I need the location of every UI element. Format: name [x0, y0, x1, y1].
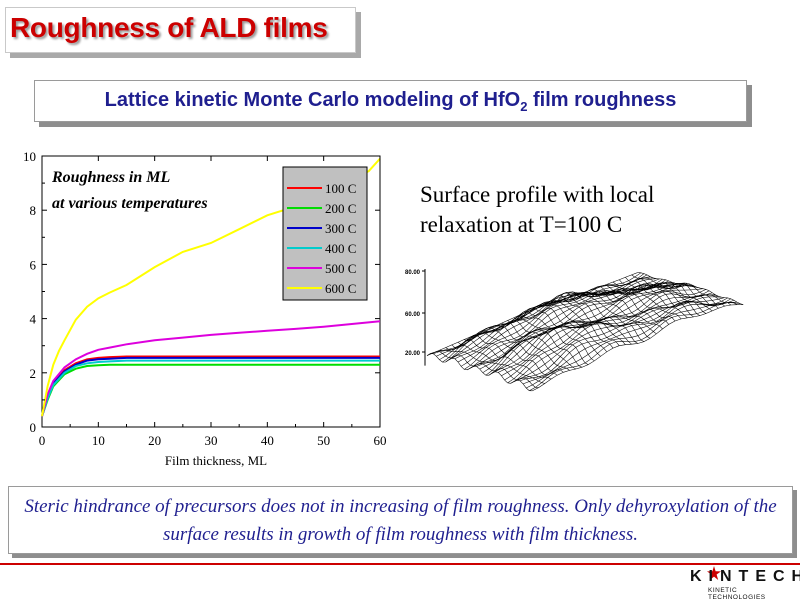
subtitle-suffix: film roughness [527, 89, 677, 111]
x-tick-label: 20 [148, 433, 161, 448]
kintech-logo: KINTECH KINETIC TECHNOLOGIES [690, 566, 800, 601]
mesh-line [510, 296, 722, 384]
series-line-4 [41, 359, 380, 417]
x-tick-label: 60 [374, 433, 387, 448]
chart-legend: 100 C 200 C 300 C 400 C 500 C 600 C [282, 166, 368, 301]
logo-star-icon [707, 566, 721, 580]
conclusion-box: Steric hindrance of precursors does not … [8, 486, 793, 554]
series-layer [41, 158, 381, 417]
roughness-chart: 0 10 20 30 40 50 60 0 2 4 6 8 10 Roughness in ML at … [23, 149, 387, 468]
subtitle-prefix: Lattice kinetic Monte Carlo modeling of … [104, 89, 521, 111]
legend-label-6: 600 C [325, 281, 356, 296]
x-axis-label: Film thickness, ML [165, 453, 267, 468]
mesh-line [504, 294, 716, 381]
z-tick-20: 20.00 [405, 351, 421, 357]
legend-box [282, 166, 368, 301]
mesh-line [519, 298, 731, 382]
mesh-line [495, 289, 707, 373]
surface-axes [422, 269, 426, 366]
mesh-line [600, 283, 707, 314]
surface-profile-plot: 80.00 60.00 20.00 [405, 269, 744, 392]
subtitle-text: Lattice kinetic Monte Carlo modeling of … [105, 89, 677, 114]
mesh-line [513, 297, 725, 382]
y-tick-label: 4 [30, 312, 37, 327]
x-tick-label: 0 [39, 433, 46, 448]
mesh-line [426, 353, 533, 392]
mesh-line [451, 278, 663, 359]
x-tick-label: 30 [205, 433, 218, 448]
subtitle-box: Lattice kinetic Monte Carlo modeling of … [34, 80, 747, 122]
slide-title-box: Roughness of ALD films [5, 7, 356, 53]
mesh-line [526, 301, 738, 389]
x-tick-label: 50 [317, 433, 330, 448]
annotation-line2: at various temperatures [52, 195, 208, 212]
mesh-line [498, 290, 710, 373]
mesh-line [637, 272, 744, 305]
surface-mesh [426, 272, 744, 392]
legend-label-5: 500 C [325, 261, 356, 276]
y-tick-label: 8 [30, 203, 37, 218]
annotation-line1: Roughness in ML [51, 169, 170, 186]
y-tick-label: 10 [23, 149, 36, 164]
series-line-5 [41, 320, 381, 417]
legend-label-2: 200 C [325, 201, 356, 216]
mesh-line [460, 282, 672, 367]
z-tick-80: 80.00 [405, 270, 421, 276]
logo-tagline: KINETIC TECHNOLOGIES [708, 587, 766, 601]
mesh-line [448, 278, 660, 361]
mesh-line [523, 300, 734, 385]
legend-label-4: 400 C [325, 241, 356, 256]
mesh-line [485, 283, 697, 376]
surface-profile-caption: Surface profile with local relaxation at… [420, 182, 655, 237]
mesh-line [433, 351, 539, 388]
tick-layer: 0 10 20 30 40 50 60 0 2 4 6 8 10 [23, 149, 387, 448]
z-tick-60: 60.00 [405, 312, 421, 318]
mesh-line [454, 279, 666, 360]
mesh-line [501, 292, 713, 376]
mesh-line [445, 344, 552, 380]
legend-label-1: 100 C [325, 181, 356, 196]
x-tick-label: 10 [92, 433, 105, 448]
conclusion-text: Steric hindrance of precursors does not … [24, 496, 777, 545]
mesh-line [479, 284, 691, 370]
footer-rule [0, 563, 800, 565]
legend-label-3: 300 C [325, 221, 356, 236]
x-tick-label: 40 [261, 433, 274, 448]
y-tick-label: 2 [30, 366, 37, 381]
y-tick-label: 6 [30, 257, 37, 272]
subtitle-subscript: 2 [520, 99, 528, 114]
mesh-line [532, 304, 744, 392]
y-tick-label: 0 [30, 420, 37, 435]
mesh-line [470, 283, 682, 369]
slide-title: Roughness of ALD films [10, 12, 328, 43]
logo-brand: KINTECH [690, 568, 800, 585]
mesh-line [529, 302, 741, 391]
